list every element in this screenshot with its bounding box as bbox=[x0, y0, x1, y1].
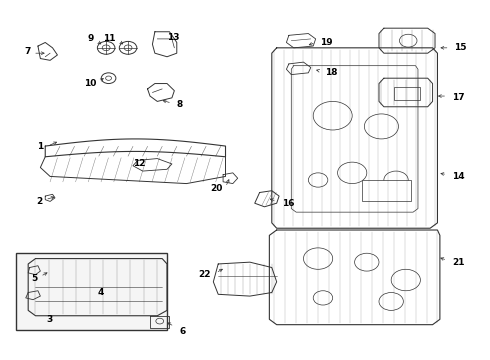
Text: 16: 16 bbox=[282, 199, 294, 208]
Text: 8: 8 bbox=[177, 100, 183, 109]
Text: 10: 10 bbox=[84, 79, 97, 88]
Text: 9: 9 bbox=[88, 35, 94, 44]
Text: 2: 2 bbox=[37, 197, 43, 206]
Text: 13: 13 bbox=[167, 33, 179, 42]
Text: 6: 6 bbox=[179, 327, 186, 336]
Bar bbox=[362, 180, 411, 202]
Text: 19: 19 bbox=[320, 38, 333, 47]
FancyBboxPatch shape bbox=[16, 253, 167, 330]
Text: 20: 20 bbox=[211, 184, 223, 193]
Bar bbox=[393, 87, 420, 100]
Text: 4: 4 bbox=[98, 288, 104, 297]
Text: 22: 22 bbox=[198, 270, 211, 279]
Text: 1: 1 bbox=[37, 141, 43, 150]
Text: 21: 21 bbox=[452, 258, 465, 267]
Text: 12: 12 bbox=[133, 159, 145, 168]
Text: 3: 3 bbox=[46, 315, 52, 324]
Text: 14: 14 bbox=[452, 172, 465, 181]
Text: 15: 15 bbox=[455, 43, 467, 52]
Text: 18: 18 bbox=[325, 68, 338, 77]
Text: 7: 7 bbox=[24, 47, 30, 56]
Text: 17: 17 bbox=[452, 93, 465, 102]
Text: 11: 11 bbox=[103, 35, 116, 44]
Text: 5: 5 bbox=[32, 274, 38, 283]
